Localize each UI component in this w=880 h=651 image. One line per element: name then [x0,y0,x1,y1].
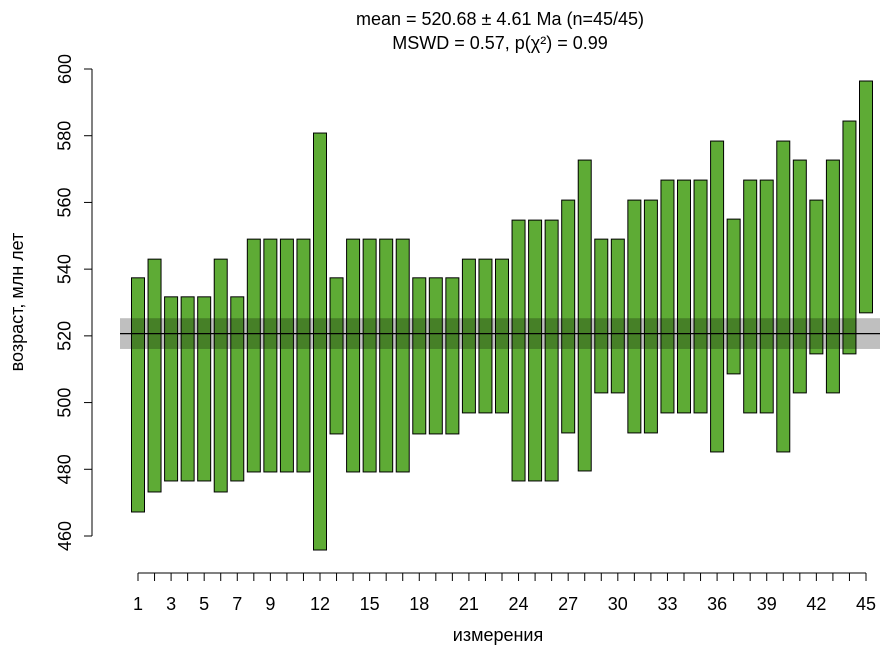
interval-bar [643,199,658,434]
interval-bar [197,296,212,482]
x-tick-label: 33 [657,594,677,614]
interval-bar [759,179,774,414]
interval-bar [577,159,592,472]
x-tick-label: 15 [360,594,380,614]
interval-bar [544,219,559,482]
interval-bar [627,199,642,434]
x-tick-label: 1 [133,594,143,614]
chart-title: mean = 520.68 ± 4.61 Ma (n=45/45) [356,9,644,29]
x-tick-label: 21 [459,594,479,614]
x-tick-label: 42 [806,594,826,614]
interval-bar [710,140,725,453]
interval-bar [792,159,807,394]
interval-bar [213,258,228,493]
x-tick-label: 36 [707,594,727,614]
interval-bar [809,199,824,355]
x-tick-label: 27 [558,594,578,614]
interval-bar [147,258,162,493]
y-tick-label: 480 [55,454,75,484]
interval-bar [478,258,493,414]
x-tick-label: 7 [232,594,242,614]
interval-bar [230,296,245,482]
interval-bar [412,277,427,435]
interval-bar [296,238,311,473]
interval-bar [346,238,361,473]
x-tick-label: 12 [310,594,330,614]
interval-bar [726,218,741,375]
interval-bar [660,179,675,414]
interval-bar [428,277,443,435]
interval-bar [511,219,526,482]
x-tick-label: 24 [509,594,529,614]
x-axis-label: измерения [453,625,543,645]
x-tick-label: 30 [608,594,628,614]
interval-bar [594,238,609,394]
interval-bar [495,258,509,414]
x-tick-label: 39 [757,594,777,614]
interval-bar [379,238,394,473]
y-tick-label: 600 [55,54,75,84]
y-tick-label: 520 [55,321,75,351]
interval-bar [528,219,543,482]
interval-bar [279,238,294,473]
x-tick-label: 9 [265,594,275,614]
interval-bar [825,159,840,394]
y-tick-label: 500 [55,388,75,418]
interval-bar [677,179,691,414]
y-tick-label: 540 [55,254,75,284]
interval-bar [743,179,758,414]
x-tick-label: 45 [856,594,876,614]
x-tick-label: 3 [166,594,176,614]
interval-bar [263,238,278,473]
interval-bar [859,80,873,314]
interval-bar [842,120,857,355]
interval-bar [329,277,344,435]
interval-bar [561,199,576,434]
y-axis-label: возраст, млн лет [7,233,27,372]
x-tick-label: 18 [409,594,429,614]
y-tick-label: 460 [55,521,75,551]
interval-bar [445,277,460,435]
interval-bar [131,277,145,513]
interval-bar [776,140,791,453]
interval-bar [180,296,195,482]
interval-bar [461,258,476,414]
interval-bar [610,238,625,394]
interval-bar [313,132,327,551]
x-tick-label: 5 [199,594,209,614]
interval-bar [395,238,410,473]
y-tick-label: 580 [55,121,75,151]
interval-bar [164,296,179,482]
interval-bar [693,179,708,414]
chart-subtitle: MSWD = 0.57, p(χ²) = 0.99 [392,33,608,53]
interval-bar [362,238,377,473]
interval-bar [246,238,261,473]
y-tick-label: 560 [55,187,75,217]
